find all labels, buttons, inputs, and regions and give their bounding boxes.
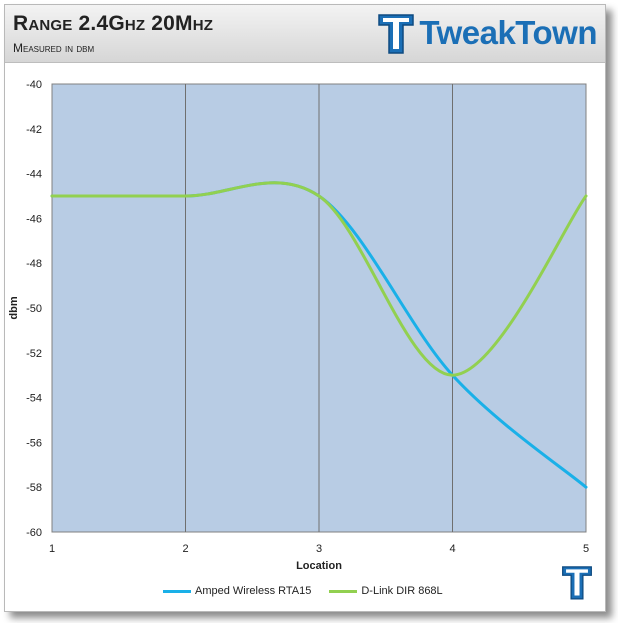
- series-line-2: [50, 181, 588, 377]
- y-tick-label: -44: [26, 169, 42, 181]
- chart-legend: Amped Wireless RTA15 D-Link DIR 868L: [163, 585, 461, 597]
- x-axis-title: Location: [296, 560, 342, 572]
- legend-item-series-2: D-Link DIR 868L: [329, 585, 443, 597]
- chart-card: Range 2.4Ghz 20Mhz Measured in dbm Tweak…: [4, 4, 606, 612]
- legend-item-series-1: Amped Wireless RTA15: [163, 585, 311, 597]
- legend-swatch-series-1: [163, 589, 191, 593]
- y-tick-label: -50: [26, 303, 42, 315]
- chart-header: Range 2.4Ghz 20Mhz Measured in dbm Tweak…: [5, 5, 605, 63]
- legend-swatch-series-2: [329, 589, 358, 593]
- x-tick-label: 5: [583, 543, 589, 555]
- y-tick-label: -48: [26, 258, 42, 270]
- x-tick-label: 2: [182, 543, 188, 555]
- y-tick-label: -54: [26, 393, 42, 405]
- legend-label-series-2: D-Link DIR 868L: [361, 585, 443, 597]
- x-tick-label: 1: [49, 543, 55, 555]
- y-tick-label: -52: [26, 348, 42, 360]
- y-tick-label: -42: [26, 124, 42, 136]
- y-tick-label: -46: [26, 213, 42, 225]
- brand-logo: TweakTown: [377, 10, 597, 56]
- tweaktown-tt-small-icon: [562, 566, 592, 600]
- x-tick-label: 3: [316, 543, 322, 555]
- line-chart: 1 2 3 4 5 -60 -58 -56 -54 -52 -50 -48 -46 -44 -42 -40 Lo…: [8, 79, 589, 572]
- y-tick-label: -60: [26, 527, 42, 539]
- x-tick-label: 4: [449, 543, 455, 555]
- y-axis-title: dbm: [8, 296, 20, 319]
- y-tick-label: -58: [26, 482, 42, 494]
- y-tick-label: -40: [26, 79, 42, 91]
- chart-title: Range 2.4Ghz 20Mhz: [13, 12, 214, 35]
- chart-subtitle: Measured in dbm: [13, 41, 95, 55]
- legend-label-series-1: Amped Wireless RTA15: [195, 585, 312, 597]
- brand-name: TweakTown: [419, 14, 597, 51]
- tweaktown-tt-logo-icon: [378, 14, 415, 54]
- y-tick-label: -56: [26, 437, 42, 449]
